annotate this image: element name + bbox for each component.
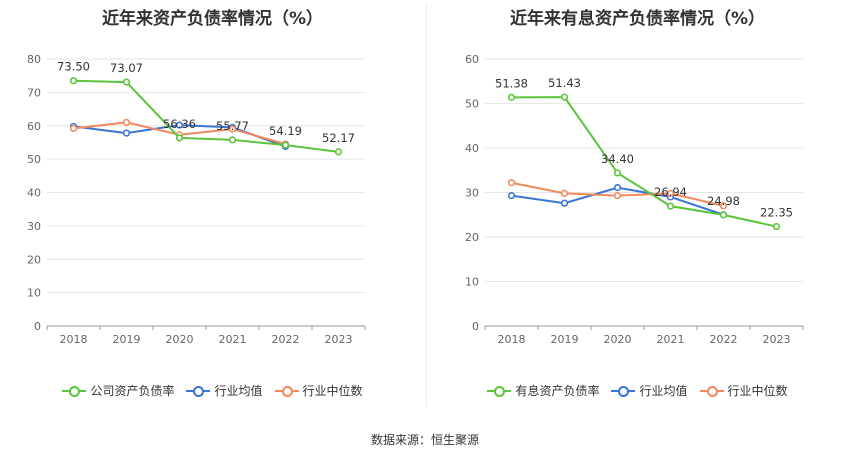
data-label: 52.17	[322, 131, 355, 145]
data-point	[719, 211, 728, 219]
data-label: 22.35	[760, 206, 793, 220]
y-tick-label: 50	[27, 153, 41, 166]
y-tick-label: 40	[465, 142, 479, 155]
legend-marker-icon	[274, 385, 299, 397]
legend-label: 行业均值	[214, 384, 263, 398]
legend-item[interactable]: 有息资产负债率	[487, 382, 599, 399]
chart-title: 近年来资产负债率情况（%）	[101, 9, 324, 29]
data-label: 51.38	[495, 76, 528, 90]
data-point	[560, 189, 569, 197]
legend-item[interactable]: 公司资产负债率	[62, 382, 174, 399]
series-line	[73, 79, 339, 153]
y-tick-label: 20	[27, 253, 41, 266]
data-point	[560, 199, 569, 207]
legend-label: 有息资产负债率	[515, 384, 600, 398]
legend-item[interactable]: 行业均值	[186, 382, 263, 399]
line-chart-interest-debt-ratio: 0 10 20 30 40 50 60 2018 2019 2020 2021 2022 2023 51.…	[465, 53, 804, 346]
legend-marker-icon	[186, 385, 211, 397]
legend-item[interactable]: 行业中位数	[274, 382, 363, 399]
y-tick-label: 0	[472, 320, 479, 333]
data-label: 73.07	[110, 61, 143, 75]
series-line	[511, 186, 724, 216]
y-tick-label: 30	[465, 187, 479, 200]
x-tick-label: 2020	[604, 333, 632, 346]
legend-label: 行业中位数	[727, 384, 788, 398]
data-label: 26.94	[654, 185, 687, 199]
x-tick-label: 2022	[272, 333, 300, 346]
y-tick-label: 60	[27, 120, 41, 133]
legend-marker-icon	[62, 385, 87, 397]
legend-marker-icon	[611, 385, 636, 397]
y-tick-label: 10	[465, 276, 479, 289]
data-point	[507, 93, 516, 101]
data-point	[613, 184, 622, 192]
chart-title: 近年来有息资产负债率情况（%）	[509, 9, 766, 29]
chart-panel-interest-debt-ratio: 近年来有息资产负债率情况（%） 0 10 20 30 40 50 60 2018 2019 202…	[425, 0, 850, 410]
data-point	[281, 141, 290, 149]
data-point	[666, 189, 675, 197]
data-label: 24.98	[707, 194, 740, 208]
legend-label: 公司资产负债率	[90, 384, 175, 398]
data-label: 54.19	[269, 124, 302, 138]
data-point	[122, 118, 131, 127]
x-tick-label: 2018	[498, 333, 526, 346]
data-point	[666, 202, 675, 210]
data-point	[175, 121, 184, 129]
x-tick-label: 2023	[763, 333, 791, 346]
legend-item[interactable]: 行业均值	[611, 382, 688, 399]
panel-divider	[426, 4, 427, 406]
data-source-note: 数据来源：恒生聚源	[370, 433, 479, 447]
data-point	[613, 169, 622, 177]
data-point	[69, 77, 78, 85]
data-point	[228, 125, 237, 133]
y-tick-label: 50	[465, 98, 479, 111]
series-line	[511, 96, 777, 228]
legend-label: 行业中位数	[302, 384, 363, 398]
data-label: 55.77	[216, 119, 249, 133]
legend-item[interactable]: 行业中位数	[699, 382, 788, 399]
data-label: 56.36	[163, 117, 196, 131]
y-tick-label: 0	[34, 320, 41, 333]
x-tick-label: 2021	[219, 333, 247, 346]
y-tick-label: 20	[465, 231, 479, 244]
x-tick-label: 2019	[113, 333, 141, 346]
data-point	[122, 78, 131, 86]
data-point	[122, 129, 131, 137]
y-tick-label: 80	[27, 53, 41, 66]
data-point	[613, 192, 622, 200]
x-tick-label: 2018	[60, 333, 88, 346]
x-tick-label: 2022	[710, 333, 738, 346]
data-point	[175, 134, 184, 142]
data-point	[228, 136, 237, 144]
data-point	[69, 124, 78, 133]
x-tick-label: 2020	[166, 333, 194, 346]
y-tick-label: 70	[27, 86, 41, 99]
chart-legend: 公司资产负债率 行业均值 行业中位数	[0, 382, 425, 399]
chart-panel-debt-ratio: 近年来资产负债率情况（%） 0 10 20 30 40 50 60 70 80 2018 2019 2…	[0, 0, 425, 410]
x-tick-label: 2019	[551, 333, 579, 346]
legend-label: 行业均值	[639, 384, 688, 398]
legend-marker-icon	[487, 385, 512, 397]
y-tick-label: 10	[27, 287, 41, 300]
y-tick-label: 60	[465, 53, 479, 66]
chart-legend: 有息资产负债率 行业均值 行业中位数	[425, 382, 850, 399]
y-tick-label: 30	[27, 220, 41, 233]
data-label: 73.50	[57, 60, 90, 74]
data-point	[719, 202, 728, 210]
data-point	[772, 222, 781, 231]
x-tick-label: 2021	[657, 333, 685, 346]
line-chart-debt-ratio: 0 10 20 30 40 50 60 70 80 2018 2019 2020 2021 2022 202…	[27, 53, 366, 346]
data-point	[560, 93, 569, 101]
x-tick-label: 2023	[325, 333, 353, 346]
y-tick-label: 40	[27, 187, 41, 200]
data-label: 34.40	[601, 152, 634, 166]
data-point	[507, 192, 516, 200]
data-point	[334, 148, 343, 156]
data-point	[507, 179, 516, 187]
legend-marker-icon	[699, 385, 724, 397]
data-label: 51.43	[548, 76, 581, 90]
